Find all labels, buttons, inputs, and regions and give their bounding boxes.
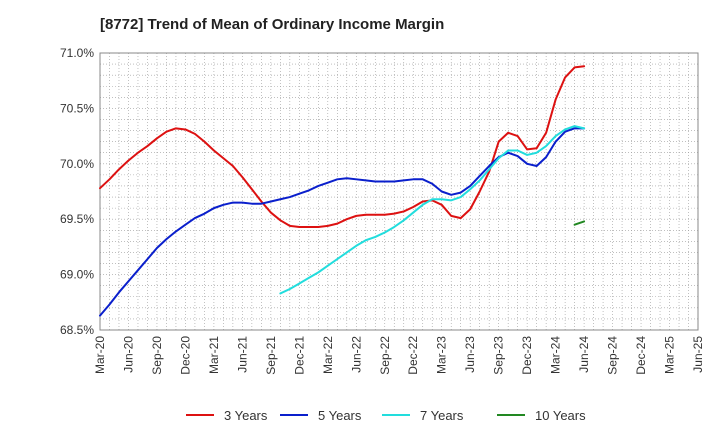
y-tick-label: 68.5%: [60, 323, 94, 337]
plot-border: [99, 52, 699, 331]
y-tick-label: 69.5%: [60, 212, 94, 226]
x-tick-label: Jun-21: [235, 336, 249, 373]
x-tick-label: Mar-20: [93, 336, 107, 374]
y-tick-label: 69.0%: [60, 268, 94, 282]
legend-label: 3 Years: [224, 408, 268, 423]
x-tick-label: Sep-21: [264, 336, 278, 375]
legend-label: 5 Years: [318, 408, 362, 423]
x-tick-label: Mar-25: [663, 336, 677, 374]
x-tick-label: Dec-21: [292, 336, 306, 375]
x-tick-label: Jun-23: [463, 336, 477, 373]
x-tick-label: Mar-22: [321, 336, 335, 374]
x-tick-label: Sep-24: [606, 336, 620, 375]
y-tick-label: 71.0%: [60, 46, 94, 60]
x-tick-label: Mar-23: [435, 336, 449, 374]
chart-title: [8772] Trend of Mean of Ordinary Income …: [100, 16, 445, 33]
x-tick-label: Dec-20: [178, 336, 192, 375]
series-line-7-years: [279, 125, 586, 295]
y-tick-label: 70.0%: [60, 157, 94, 171]
y-tick-label: 70.5%: [60, 101, 94, 115]
grid-group: [99, 52, 699, 331]
x-tick-label: Jun-24: [577, 336, 591, 373]
series-line-10-years: [573, 220, 586, 226]
x-tick-label: Dec-24: [634, 336, 648, 375]
x-tick-label: Dec-22: [406, 336, 420, 375]
x-tick-label: Dec-23: [520, 336, 534, 375]
x-tick-label: Jun-20: [121, 336, 135, 373]
legend-label: 7 Years: [420, 408, 464, 423]
x-tick-label: Sep-20: [150, 336, 164, 375]
x-tick-label: Sep-22: [378, 336, 392, 375]
x-tick-label: Mar-21: [207, 336, 221, 374]
x-tick-label: Mar-24: [549, 336, 563, 374]
legend-label: 10 Years: [535, 408, 586, 423]
x-tick-label: Jun-22: [349, 336, 363, 373]
x-tick-label: Jun-25: [691, 336, 705, 373]
series-line-3-years: [99, 65, 586, 228]
x-tick-label: Sep-23: [492, 336, 506, 375]
